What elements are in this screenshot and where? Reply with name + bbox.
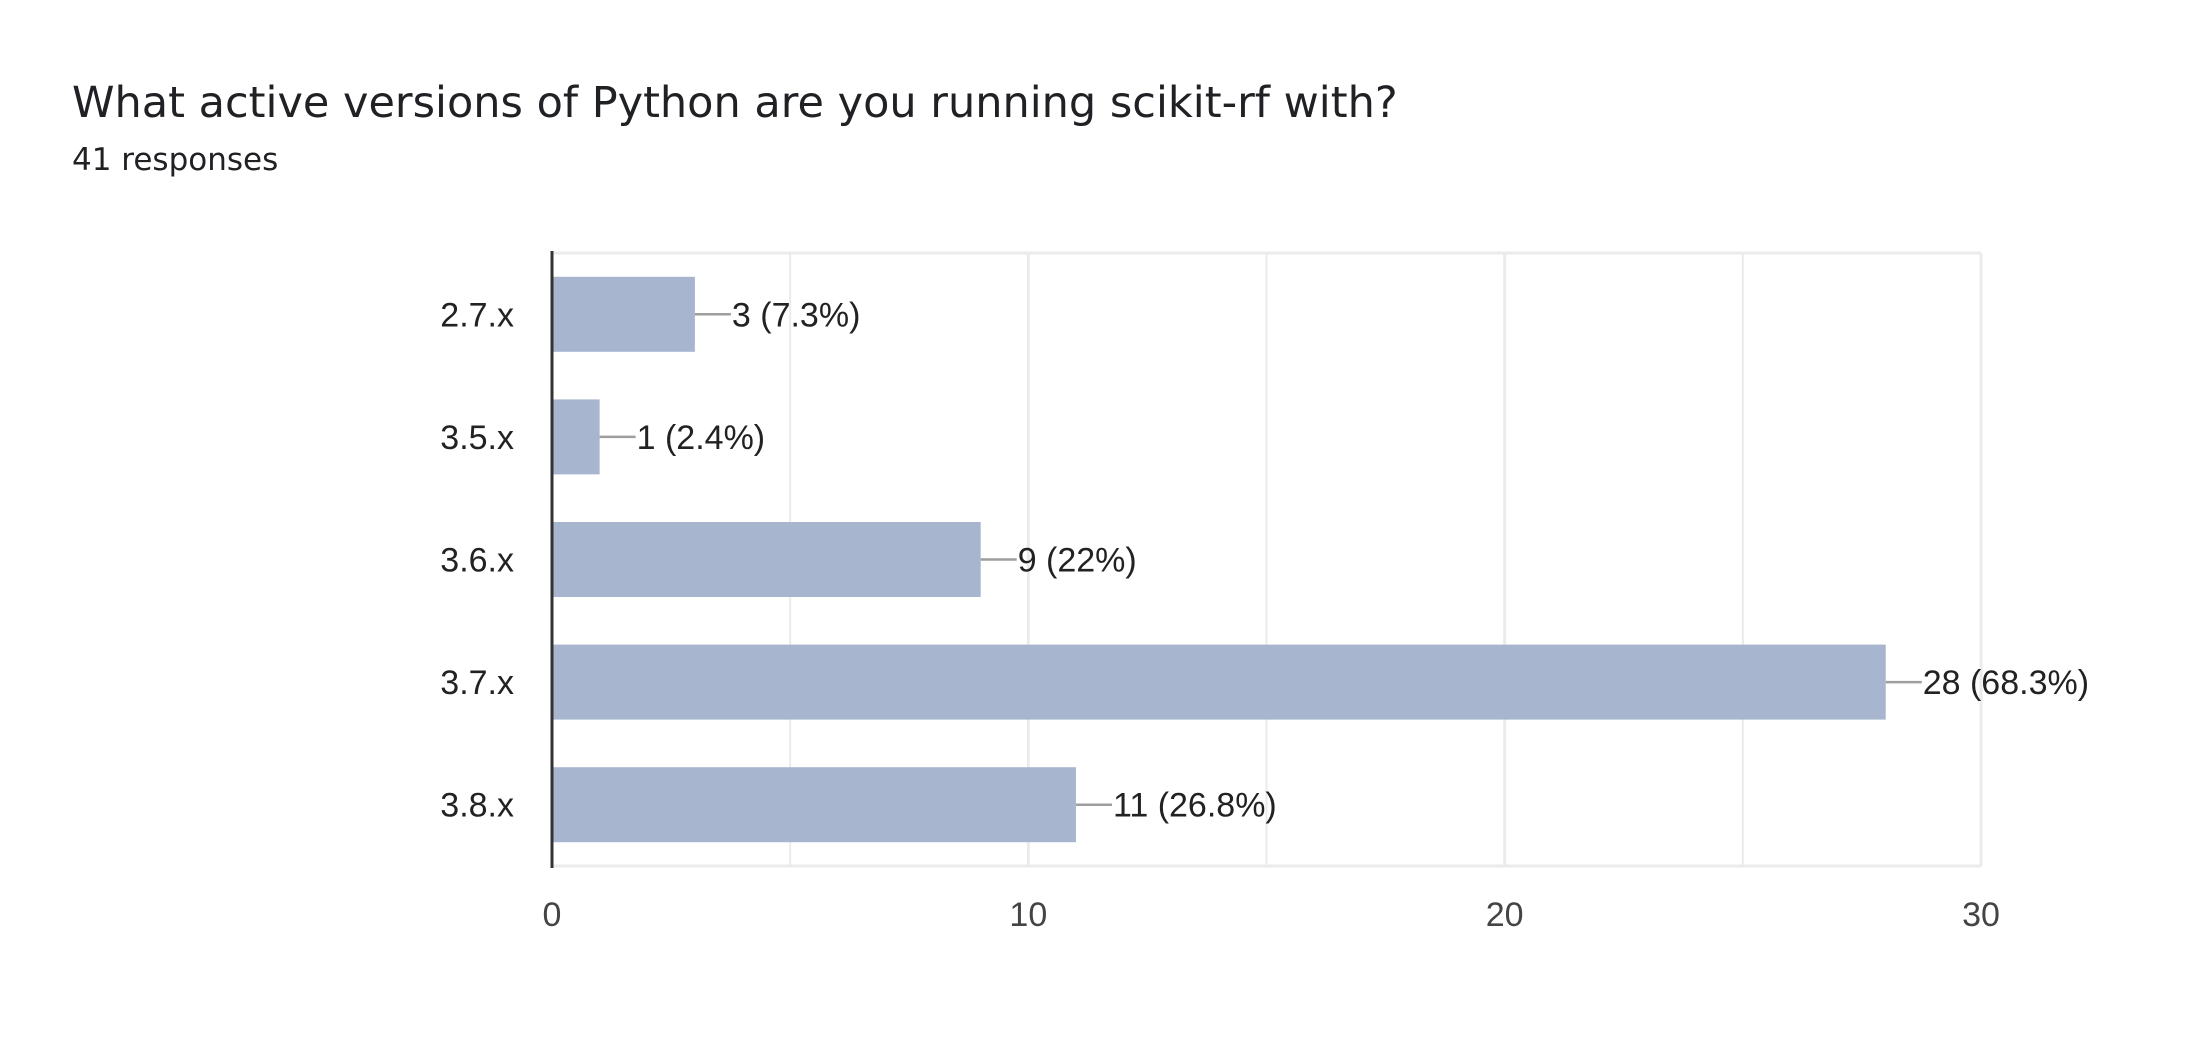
data-label: 9 (22%) <box>1018 542 1137 580</box>
bar <box>552 522 981 597</box>
data-label: 28 (68.3%) <box>1923 664 2089 702</box>
chart-header: What active versions of Python are you r… <box>72 78 1398 178</box>
bar <box>552 399 600 475</box>
category-label: 3.5.x <box>440 419 514 457</box>
x-tick-label: 20 <box>1486 896 1524 934</box>
bar <box>552 644 1886 720</box>
x-tick-label: 30 <box>1962 896 2000 934</box>
category-label: 3.6.x <box>440 542 514 580</box>
response-count: 41 responses <box>72 142 279 178</box>
category-label: 3.8.x <box>440 787 514 825</box>
data-label: 1 (2.4%) <box>637 419 766 457</box>
bar <box>552 276 695 352</box>
x-tick-label: 0 <box>543 896 562 934</box>
data-label: 3 (7.3%) <box>732 296 861 334</box>
x-tick-label: 10 <box>1009 896 1047 934</box>
category-label: 3.7.x <box>440 664 514 702</box>
bar <box>552 767 1076 843</box>
data-label: 11 (26.8%) <box>1113 787 1277 825</box>
chart-title: What active versions of Python are you r… <box>72 78 1398 128</box>
category-label: 2.7.x <box>440 296 514 334</box>
